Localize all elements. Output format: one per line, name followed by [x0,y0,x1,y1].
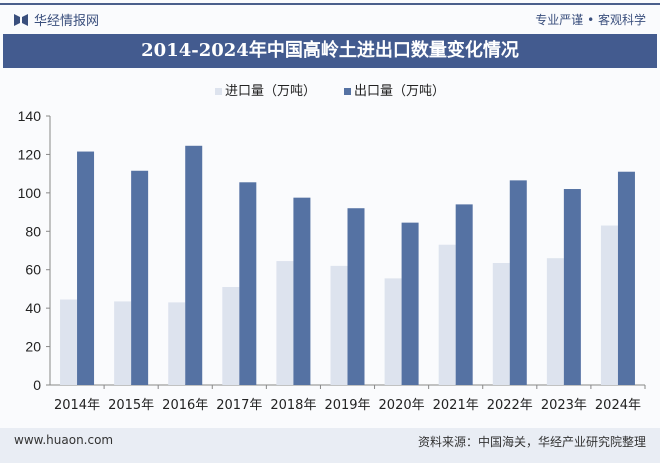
export-bar [131,170,149,385]
x-tick-label: 2022年 [487,398,533,413]
import-bar [222,287,240,385]
site-url: www.huaon.com [14,433,114,447]
import-bar [330,265,348,385]
export-bar [563,189,581,385]
brand-name: 华经情报网 [34,14,100,29]
import-bar [60,299,78,385]
legend: 进口量（万吨） 出口量（万吨） [0,80,660,99]
x-tick-label: 2020年 [379,398,425,413]
legend-item-import: 进口量（万吨） [214,80,316,99]
y-tick-label: 100 [18,185,42,201]
legend-swatch [214,88,222,95]
x-tick-label: 2016年 [162,398,208,413]
x-tick-label: 2015年 [108,398,154,413]
export-bar [509,180,527,385]
logo-icon [14,13,28,26]
import-bar [276,261,294,385]
x-tick-label: 2021年 [433,398,479,413]
legend-label: 出口量（万吨） [354,84,446,99]
import-bar [600,225,618,385]
y-tick-label: 0 [33,377,41,393]
source-note: 资料来源：中国海关，华经产业研究院整理 [417,435,646,449]
y-tick-label: 40 [25,300,41,316]
top-line [0,3,660,5]
legend-item-export: 出口量（万吨） [344,80,445,99]
import-bar [492,262,510,385]
x-tick-label: 2024年 [595,398,641,413]
x-tick-label: 2023年 [541,398,587,413]
brand: 华经情报网 [14,10,99,29]
y-tick-label: 80 [25,223,41,239]
y-tick-label: 120 [18,146,42,162]
y-tick-label: 20 [25,339,41,355]
export-bar [293,197,311,385]
import-bar [168,302,186,385]
y-tick-label: 60 [25,262,41,278]
import-bar [114,301,132,385]
x-tick-label: 2019年 [324,398,370,413]
x-tick-label: 2014年 [54,398,100,413]
import-bar [546,258,564,385]
export-bar [455,204,473,385]
import-bar [438,244,456,385]
export-bar [239,182,257,385]
x-tick-label: 2018年 [270,398,316,413]
export-bar [617,171,635,385]
export-bar [77,151,95,385]
chart-title: 2014-2024年中国高岭土进出口数量变化情况 [3,34,657,68]
slogan: 专业严谨 • 客观科学 [535,13,646,27]
export-bar [347,208,365,385]
bar-chart: 0 20 40 60 80 100 120 140 2014年 2015年 2016年 2017年 20… [18,108,646,413]
export-bar [401,222,419,385]
y-tick-label: 140 [18,108,42,124]
x-tick-label: 2017年 [216,398,262,413]
legend-label: 进口量（万吨） [224,84,316,99]
export-bar [185,145,203,385]
footer [0,428,660,463]
legend-swatch [344,88,351,95]
import-bar [384,278,402,385]
